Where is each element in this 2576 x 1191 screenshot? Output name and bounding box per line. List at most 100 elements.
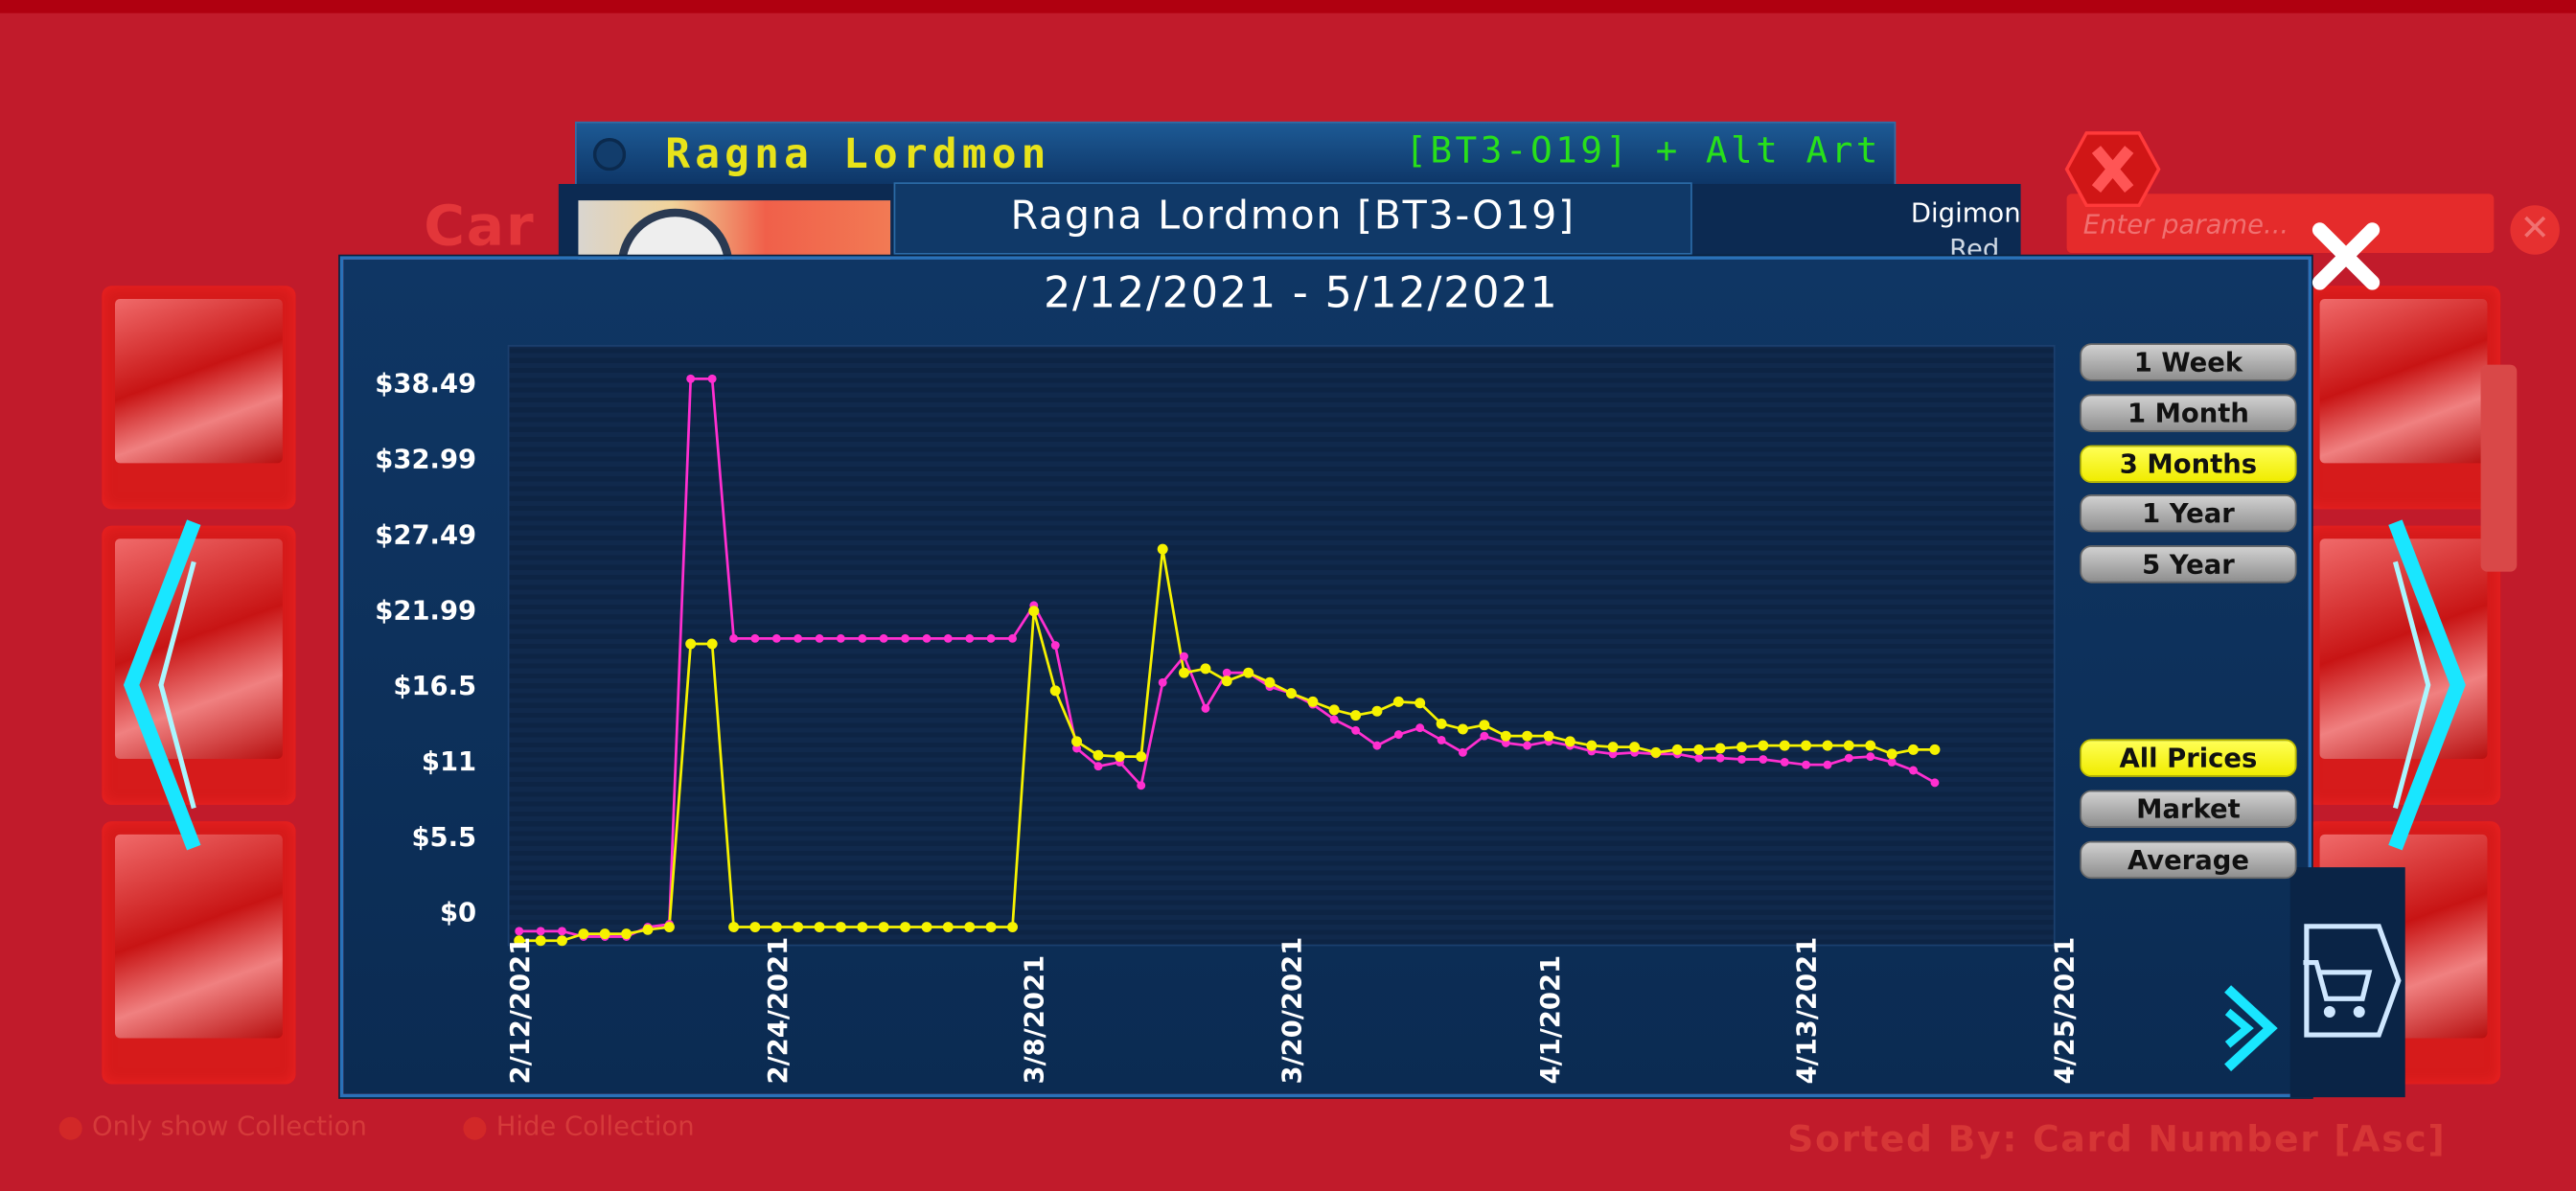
data-point (750, 633, 760, 643)
data-point (815, 633, 824, 643)
background-scrollbar[interactable] (2480, 364, 2518, 572)
data-point (901, 633, 910, 643)
data-point (1351, 725, 1361, 735)
left-nav-icon[interactable] (122, 513, 204, 858)
range-button-3-months[interactable]: 3 Months (2080, 444, 2297, 483)
data-point (621, 928, 632, 940)
data-point (942, 922, 954, 933)
data-point (1822, 740, 1833, 751)
data-point (1007, 922, 1019, 933)
data-point (1028, 606, 1040, 617)
data-point (1823, 760, 1832, 769)
data-point (771, 633, 781, 643)
data-point (599, 928, 610, 940)
range-button-1-year[interactable]: 1 Year (2080, 494, 2297, 534)
data-point (1092, 749, 1104, 761)
range-button-5-year[interactable]: 5 Year (2080, 545, 2297, 584)
data-point (1093, 762, 1103, 771)
plot-area (507, 345, 2056, 947)
data-point (1543, 730, 1554, 742)
data-point (1929, 744, 1941, 755)
close-icon[interactable] (2303, 217, 2388, 295)
top-strip (0, 0, 2576, 13)
data-point (1458, 747, 1467, 757)
data-point (1737, 755, 1746, 764)
data-point (1049, 685, 1061, 697)
y-tick-label: $5.5 (411, 821, 477, 853)
data-point (1180, 652, 1188, 661)
hide-collection-toggle[interactable]: Hide Collection (463, 1111, 695, 1141)
data-point (642, 924, 654, 935)
data-point (1715, 753, 1725, 763)
background-card[interactable] (2306, 525, 2501, 806)
price-button-all-prices[interactable]: All Prices (2080, 739, 2297, 777)
data-point (578, 928, 589, 940)
data-point (1650, 746, 1662, 758)
background-title: Car (424, 194, 536, 260)
data-point (1523, 741, 1532, 750)
data-point (729, 633, 739, 643)
data-point (878, 922, 889, 933)
data-point (1415, 723, 1425, 733)
data-point (879, 633, 888, 643)
data-point (1264, 676, 1276, 688)
data-point (1285, 688, 1297, 699)
right-nav-icon[interactable] (2385, 513, 2468, 858)
data-point (964, 922, 976, 933)
data-point (770, 922, 782, 933)
data-point (1008, 633, 1017, 643)
data-point (1414, 698, 1426, 709)
data-point (1886, 748, 1898, 760)
data-point (814, 922, 825, 933)
background-card[interactable] (102, 821, 296, 1085)
price-button-market[interactable]: Market (2080, 790, 2297, 829)
data-point (749, 922, 761, 933)
data-point (1329, 715, 1339, 724)
data-point (1801, 740, 1812, 751)
y-tick-label: $32.99 (375, 443, 477, 475)
range-button-1-week[interactable]: 1 Week (2080, 343, 2297, 381)
data-point (706, 638, 718, 650)
data-point (1350, 710, 1362, 721)
data-point (1200, 663, 1211, 675)
data-point (1436, 718, 1447, 729)
data-point (1050, 641, 1060, 651)
data-point (1759, 755, 1768, 764)
data-point (1780, 757, 1789, 767)
range-button-1-month[interactable]: 1 Month (2080, 394, 2297, 432)
data-point (1222, 668, 1231, 677)
data-point (556, 935, 567, 947)
cart-panel (2289, 867, 2405, 1098)
data-point (1564, 736, 1576, 747)
card-header-banner: Ragna Lordmon [BT3-O19] + Alt Art (575, 121, 1897, 188)
card-type: Digimon (1910, 196, 2021, 229)
data-point (535, 935, 546, 947)
x-tick-label: 4/1/2021 (1533, 954, 1566, 1085)
cart-icon[interactable] (2290, 920, 2405, 1042)
data-point (536, 927, 545, 936)
red-x-icon[interactable] (2063, 128, 2162, 211)
y-tick-label: $11 (421, 745, 477, 777)
next-arrow-icon[interactable] (2218, 979, 2280, 1078)
data-point (1393, 730, 1403, 740)
data-point (1071, 736, 1083, 747)
data-point (1758, 740, 1769, 751)
y-tick-label: $16.5 (393, 670, 477, 701)
card-name: Ragna Lordmon (665, 129, 1051, 178)
background-card[interactable] (2306, 286, 2501, 510)
data-point (686, 374, 696, 383)
background-clear-icon[interactable]: ✕ (2510, 205, 2560, 255)
data-point (921, 922, 932, 933)
sorted-by-label: Sorted By: Card Number [Asc] (1787, 1120, 2447, 1162)
only-show-collection-toggle[interactable]: Only show Collection (58, 1111, 367, 1141)
data-point (1629, 742, 1641, 753)
price-button-average[interactable]: Average (2080, 840, 2297, 880)
card-code: [BT3-O19] + Alt Art (1405, 131, 1881, 173)
data-point (1457, 723, 1468, 735)
data-point (1866, 752, 1875, 762)
background-card[interactable] (102, 286, 296, 510)
data-point (794, 633, 803, 643)
data-point (858, 633, 867, 643)
data-point (1480, 731, 1489, 741)
data-point (857, 922, 868, 933)
